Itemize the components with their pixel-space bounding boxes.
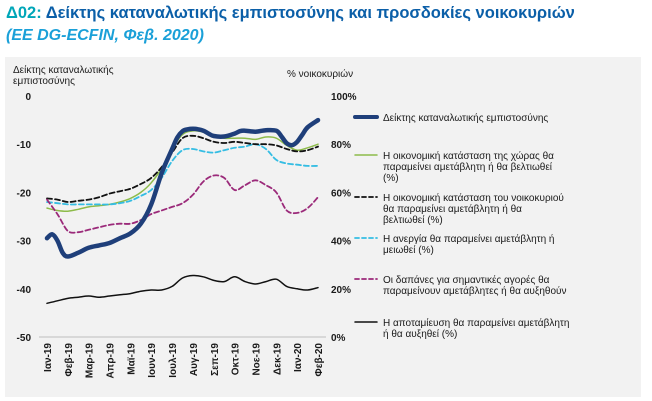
legend-label-5-line: Η αποταμίευση θα παραμείνει αμετάβλητη <box>383 317 569 329</box>
y-left-tick: -20 <box>17 188 32 199</box>
y-left-tick: -10 <box>17 140 32 151</box>
x-tick-label: Μαϊ-19 <box>126 343 137 375</box>
y-left-axis-title: Δείκτης καταναλωτικής εμπιστοσύνης <box>13 64 114 87</box>
series-line-5 <box>46 274 319 305</box>
y-right-tick: 20% <box>331 285 351 296</box>
y-left-tick: -40 <box>17 285 32 296</box>
legend-label-2-line: βελτιωθεί (%) <box>383 214 443 226</box>
x-tick-label: Φεβ-20 <box>314 343 325 377</box>
legend-label-0: Δείκτης καταναλωτικής εμπιστοσύνης <box>383 112 548 124</box>
legend-label-0-line: Δείκτης καταναλωτικής εμπιστοσύνης <box>383 112 548 124</box>
y-right-tick: 80% <box>331 140 351 151</box>
legend-label-2: Η οικονομική κατάσταση του νοικοκυριού θα… <box>383 192 564 226</box>
y-left-tick: 0 <box>25 92 31 103</box>
x-tick-label: Σεπ-19 <box>210 343 221 376</box>
legend-label-5: Η αποταμίευση θα παραμείνει αμετάβλητη ή … <box>383 317 569 340</box>
y-left-axis-title-line: εμπιστοσύνης <box>13 75 75 87</box>
legend-label-3-line: μειωθεί (%) <box>383 244 434 256</box>
x-tick-label: Δεκ-19 <box>272 343 283 375</box>
y-right-tick: 100% <box>331 92 357 103</box>
x-tick-label: Ιαν-19 <box>43 343 54 372</box>
legend-label-5-line: ή θα αυξηθεί (%) <box>383 328 457 340</box>
legend-label-1-line: Η οικονομική κατάσταση της χώρας θα <box>383 150 554 162</box>
series-line-2 <box>46 134 319 203</box>
legend-label-1-line: (%) <box>383 173 399 184</box>
y-right-tick: 60% <box>331 188 351 199</box>
chart-subtitle: (EE DG-ECFIN, Φεβ. 2020) <box>6 27 204 44</box>
legend-label-1: Η οικονομική κατάσταση της χώρας θα παραμ… <box>383 150 554 184</box>
title-text: Δείκτης καταναλωτικής εμπιστοσύνης και π… <box>45 4 575 22</box>
series-line-3 <box>46 143 319 206</box>
x-tick-label: Οκτ-19 <box>231 343 242 376</box>
x-tick-label: Μαρ-19 <box>85 343 96 379</box>
y-right-tick: 40% <box>331 237 351 248</box>
x-tick-label: Ιαν-20 <box>293 343 304 372</box>
legend-label-2-line: θα παραμείνει αμετάβλητη ή θα <box>383 203 522 215</box>
x-tick-label: Απρ-19 <box>106 343 117 379</box>
x-tick-label: Αυγ-19 <box>189 343 200 376</box>
chart-panel: Δείκτης καταναλωτικής εμπιστοσύνης % νοικο… <box>5 57 641 397</box>
series-line-1 <box>46 130 319 212</box>
y-right-tick: 0% <box>331 333 346 344</box>
legend-label-2-line: Η οικονομική κατάσταση του νοικοκυριού <box>383 192 564 204</box>
x-tick-label: Ιουλ-19 <box>168 343 179 378</box>
line-chart: Δείκτης καταναλωτικής εμπιστοσύνης % νοικο… <box>13 64 569 379</box>
x-tick-label: Νοε-19 <box>251 343 262 376</box>
y-right-axis-title: % νοικοκυριών <box>287 68 353 80</box>
legend-label-4-line: παραμείνουν αμετάβλητες ή θα αυξηθούν <box>383 285 567 297</box>
legend-label-1-line: παραμείνει αμετάβλητη ή θα βελτιωθεί <box>383 161 553 173</box>
chart-title: Δ02: Δείκτης καταναλωτικής εμπιστοσύνης … <box>6 4 575 23</box>
legend-label-3: Η ανεργία θα παραμείνει αμετάβλητη ή μειω… <box>383 233 555 256</box>
legend-label-3-line: Η ανεργία θα παραμείνει αμετάβλητη ή <box>383 233 555 245</box>
x-tick-label: Ιουν-19 <box>147 343 158 378</box>
y-left-axis-title-line: Δείκτης καταναλωτικής <box>13 64 114 76</box>
legend-label-4-line: Οι δαπάνες για σημαντικές αγορές θα <box>383 274 550 286</box>
legend-label-4: Οι δαπάνες για σημαντικές αγορές θα παραμ… <box>383 274 567 297</box>
y-left-tick: -30 <box>17 237 32 248</box>
y-left-tick: -50 <box>17 333 32 344</box>
x-tick-label: Φεβ-19 <box>64 343 75 377</box>
series-line-0 <box>44 117 321 259</box>
title-code: Δ02: <box>6 4 42 22</box>
